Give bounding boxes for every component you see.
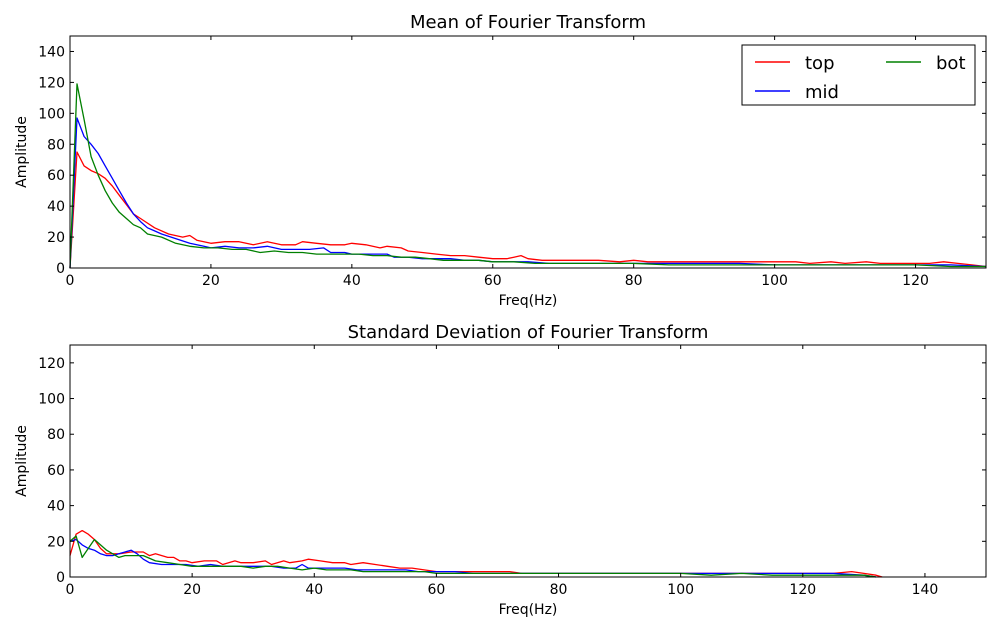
x-tick-label: 140 — [912, 582, 939, 598]
x-tick-label: 120 — [902, 273, 929, 289]
series-line-top — [69, 151, 987, 269]
y-tick-label: 20 — [47, 230, 65, 246]
legend: top mid bot — [741, 44, 976, 106]
x-tick-label: 40 — [305, 582, 323, 598]
y-tick-label: 80 — [47, 137, 65, 153]
x-tick-label: 0 — [66, 273, 75, 289]
y-tick-label: 120 — [38, 75, 65, 91]
legend-label-mid: mid — [805, 82, 839, 103]
x-axis-label: Freq(Hz) — [499, 293, 558, 309]
plot-frame — [69, 35, 987, 269]
x-tick-label: 20 — [202, 273, 220, 289]
x-tick-label: 100 — [761, 273, 788, 289]
std-chart: Standard Deviation of Fourier Transform … — [14, 322, 987, 618]
y-tick-label: 40 — [47, 499, 65, 515]
y-tick-label: 120 — [38, 356, 65, 372]
legend-label-top: top — [805, 53, 835, 74]
legend-label-bot: bot — [936, 53, 966, 74]
series-line-top — [69, 529, 883, 578]
x-tick-label: 60 — [427, 582, 445, 598]
y-tick-label: 100 — [38, 392, 65, 408]
y-axis-label: Amplitude — [14, 425, 30, 497]
y-tick-label: 0 — [56, 261, 65, 277]
y-tick-label: 100 — [38, 106, 65, 122]
chart-title: Mean of Fourier Transform — [410, 12, 646, 33]
mean-chart: Mean of Fourier Transform 0 20 40 60 80 100 12… — [14, 12, 987, 309]
x-tick-label: 0 — [66, 582, 75, 598]
y-tick-label: 140 — [38, 44, 65, 60]
x-tick-label: 100 — [667, 582, 694, 598]
x-tick-label: 40 — [343, 273, 361, 289]
series-lines — [69, 83, 987, 269]
y-tick-label: 0 — [56, 570, 65, 586]
axis-ticks: 0 20 40 60 80 100 120 140 0 20 40 60 80 100 120 — [38, 345, 986, 598]
x-tick-label: 20 — [183, 582, 201, 598]
chart-title: Standard Deviation of Fourier Transform — [348, 322, 709, 343]
series-line-bot — [69, 535, 877, 578]
x-tick-label: 60 — [484, 273, 502, 289]
series-lines — [69, 529, 883, 578]
legend-box — [741, 44, 976, 106]
plot-frame — [69, 344, 987, 578]
series-line-mid — [69, 117, 987, 269]
y-tick-label: 60 — [47, 463, 65, 479]
axis-ticks: 0 20 40 60 80 100 120 0 20 40 60 80 100 120 140 — [38, 36, 986, 289]
y-tick-label: 60 — [47, 168, 65, 184]
y-tick-label: 80 — [47, 427, 65, 443]
y-axis-label: Amplitude — [14, 116, 30, 188]
y-tick-label: 20 — [47, 534, 65, 550]
y-tick-label: 40 — [47, 199, 65, 215]
series-line-bot — [69, 83, 986, 269]
x-tick-label: 120 — [789, 582, 816, 598]
x-axis-label: Freq(Hz) — [499, 602, 558, 618]
x-tick-label: 80 — [625, 273, 643, 289]
x-tick-label: 80 — [550, 582, 568, 598]
